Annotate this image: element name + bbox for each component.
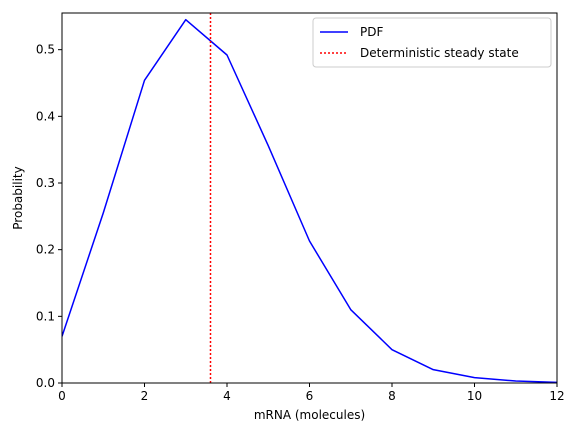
axes-frame <box>61 12 558 384</box>
x-tick-label: 10 <box>467 389 482 403</box>
y-tick-label: 0.0 <box>36 376 55 390</box>
x-tick-label: 2 <box>141 389 149 403</box>
axis-ticks: 0 2 4 6 8 10 12 0.0 0.1 0.2 0.3 0.4 0.5 <box>36 43 565 403</box>
x-tick-label: 12 <box>549 389 564 403</box>
y-tick-label: 0.1 <box>36 309 55 323</box>
x-tick-label: 0 <box>58 389 66 403</box>
x-axis-label: mRNA (molecules) <box>254 408 365 422</box>
y-tick-label: 0.3 <box>36 176 55 190</box>
x-tick-label: 4 <box>223 389 231 403</box>
series-line-0 <box>62 18 557 383</box>
legend-label-steady-state: Deterministic steady state <box>360 46 519 60</box>
plot-clip-group <box>62 13 557 383</box>
x-tick-label: 6 <box>306 389 314 403</box>
x-tick-label: 8 <box>388 389 396 403</box>
plot-area <box>62 13 557 383</box>
y-tick-label: 0.4 <box>36 109 55 123</box>
legend-label-pdf: PDF <box>360 25 383 39</box>
legend: PDF Deterministic steady state <box>312 17 552 68</box>
y-tick-label: 0.2 <box>36 243 55 257</box>
legend-box <box>312 17 552 68</box>
y-tick-label: 0.5 <box>36 43 55 57</box>
y-axis-label: Probability <box>11 166 25 229</box>
